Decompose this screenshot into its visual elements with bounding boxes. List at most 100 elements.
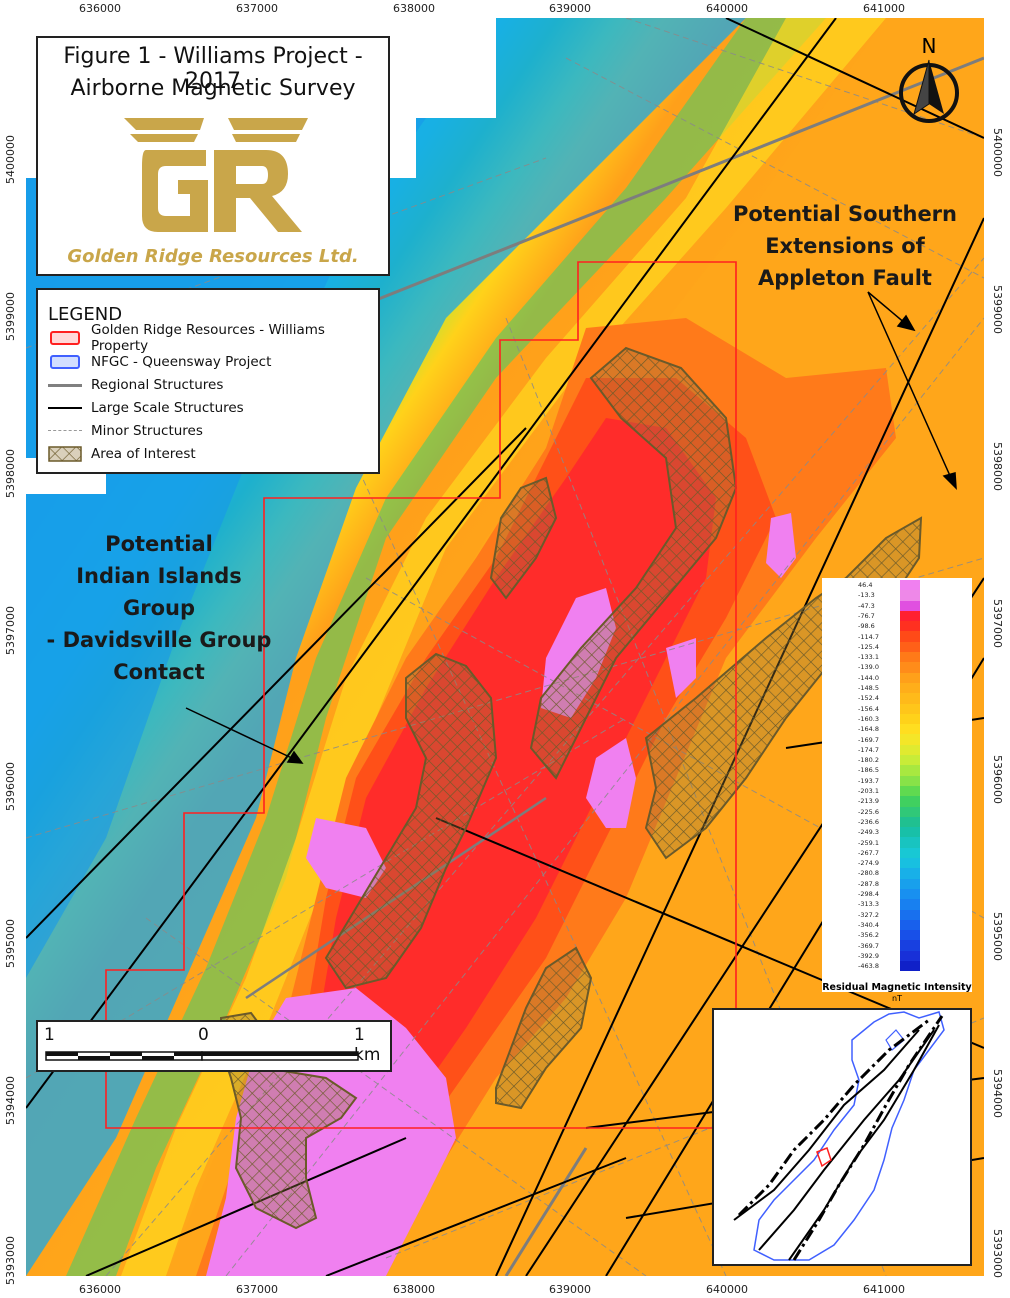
colorbar-segment — [900, 652, 920, 663]
colorbar-segment — [900, 713, 920, 725]
colorbar-segment — [900, 580, 920, 591]
fault-annotation-text: Potential Southern Extensions of Appleto… — [732, 202, 957, 290]
colorbar-segment — [900, 662, 920, 673]
legend-label: Area of Interest — [91, 446, 196, 462]
colorbar-segment — [900, 796, 920, 807]
legend-item-large-scale: Large Scale Structures — [48, 398, 244, 418]
easting-label: 636000 — [79, 2, 121, 15]
colorbar-segment — [900, 940, 920, 951]
colorbar-value: -148.5 — [858, 684, 879, 692]
northing-label: 5393000 — [991, 1229, 1004, 1278]
colorbar-value: -298.4 — [858, 890, 879, 898]
legend-item-minor: Minor Structures — [48, 421, 203, 441]
colorbar-segment — [900, 724, 920, 735]
map-title: Figure 1 - Williams Project - 2017 — [63, 44, 363, 94]
easting-label: 637000 — [236, 1283, 278, 1296]
colorbar-value: -213.9 — [858, 797, 879, 806]
easting-label: 641000 — [863, 2, 905, 15]
colorbar-value: 46.4 — [858, 581, 873, 589]
scale-bar: 1 0 1 km — [36, 1020, 392, 1072]
colorbar-segment — [900, 816, 920, 828]
easting-label: 639000 — [549, 2, 591, 15]
map-subtitle: Airborne Magnetic Survey — [70, 76, 356, 101]
scale-right-label: 1 km — [354, 1025, 381, 1065]
blue-outline-icon — [48, 354, 82, 370]
northing-label: 5397000 — [991, 599, 1004, 648]
northing-label: 5396000 — [991, 755, 1004, 804]
colorbar-unit: nT — [892, 994, 902, 1003]
northing-label: 5399000 — [991, 285, 1004, 334]
colorbar-value: -13.3 — [858, 591, 875, 600]
easting-label: 636000 — [79, 1283, 121, 1296]
colorbar-value: -174.7 — [858, 745, 879, 754]
colorbar-segment — [900, 909, 920, 920]
colorbar-value: -156.4 — [858, 704, 879, 713]
northing-label: 5399000 — [4, 292, 17, 341]
northing-label: 5395000 — [4, 919, 17, 968]
legend-label: Golden Ridge Resources - Williams Proper… — [91, 322, 325, 354]
northing-label: 5396000 — [4, 762, 17, 811]
colorbar-value: -392.9 — [858, 951, 879, 960]
northing-label: 5394000 — [991, 1069, 1004, 1118]
northing-label: 5398000 — [991, 442, 1004, 491]
colorbar-value: -463.8 — [858, 962, 879, 971]
colorbar-segment — [900, 930, 920, 941]
colorbar-segment — [900, 950, 920, 961]
legend-label: NFGC - Queensway Project — [91, 354, 272, 370]
company-name: Golden Ridge Resources Ltd. — [67, 246, 359, 267]
colorbar-value: -267.7 — [858, 848, 879, 857]
colorbar-panel: 46.4 -13.3 -47.3 -76.7 -98.6 -114.7 -125.4 -133… — [822, 578, 972, 1003]
northing-label: 5395000 — [991, 912, 1004, 961]
easting-label: 638000 — [393, 2, 435, 15]
legend-item-regional: Regional Structures — [48, 375, 223, 395]
contact-annotation: Potential Indian Islands Group - Davidsv… — [34, 528, 284, 688]
colorbar-value: -369.7 — [858, 941, 879, 950]
colorbar-value: -313.3 — [858, 900, 879, 909]
colorbar-segment — [900, 919, 920, 931]
title-panel: Figure 1 - Williams Project - 2017 Airbo… — [36, 36, 390, 276]
north-arrow-label: N — [921, 34, 937, 58]
colorbar-segment — [900, 765, 920, 776]
northing-label: 5393000 — [4, 1236, 17, 1285]
fault-annotation: Potential Southern Extensions of Appleto… — [720, 198, 970, 294]
crosshatch-icon — [48, 446, 82, 462]
colorbar-value: -125.4 — [858, 642, 879, 651]
contact-annotation-text: Potential Indian Islands Group - Davidsv… — [46, 532, 272, 684]
colorbar-value: -225.6 — [858, 807, 879, 816]
inset-map — [712, 1008, 972, 1266]
easting-label: 641000 — [863, 1283, 905, 1296]
colorbar-value: -98.6 — [858, 622, 875, 631]
northing-label: 5400000 — [991, 128, 1004, 177]
colorbar-value: -144.0 — [858, 673, 879, 682]
black-line-icon — [48, 400, 82, 416]
legend-panel: LEGEND Golden Ridge Resources - Williams… — [36, 288, 380, 474]
colorbar-segment — [900, 641, 920, 653]
colorbar-value: -160.3 — [858, 714, 879, 723]
colorbar-value: -164.8 — [858, 725, 879, 734]
colorbar-segment — [900, 775, 920, 786]
colorbar-segment — [900, 600, 920, 611]
colorbar-segment — [900, 888, 920, 900]
colorbar-segment — [900, 672, 920, 683]
colorbar-segment — [900, 878, 920, 889]
colorbar-value: -280.8 — [858, 869, 879, 878]
colorbar-value: -287.8 — [858, 879, 879, 888]
easting-label: 640000 — [706, 2, 748, 15]
colorbar-value: -356.2 — [858, 931, 879, 940]
north-arrow-icon — [899, 59, 959, 123]
colorbar-value: -340.4 — [858, 920, 879, 929]
colorbar-segment — [900, 590, 920, 601]
easting-label: 639000 — [549, 1283, 591, 1296]
colorbar-segment — [900, 755, 920, 766]
northing-label: 5398000 — [4, 449, 17, 498]
colorbar-strip — [900, 580, 920, 972]
colorbar-value: -193.7 — [858, 776, 879, 785]
colorbar-value: -169.7 — [858, 735, 879, 744]
colorbar-value: -114.7 — [858, 632, 879, 641]
northing-label: 5394000 — [4, 1076, 17, 1125]
colorbar-value: -327.2 — [858, 910, 879, 919]
colorbar-value: -274.9 — [858, 859, 879, 868]
north-arrow: N — [894, 34, 964, 130]
colorbar-segment — [900, 827, 920, 838]
colorbar-segment — [900, 610, 920, 622]
